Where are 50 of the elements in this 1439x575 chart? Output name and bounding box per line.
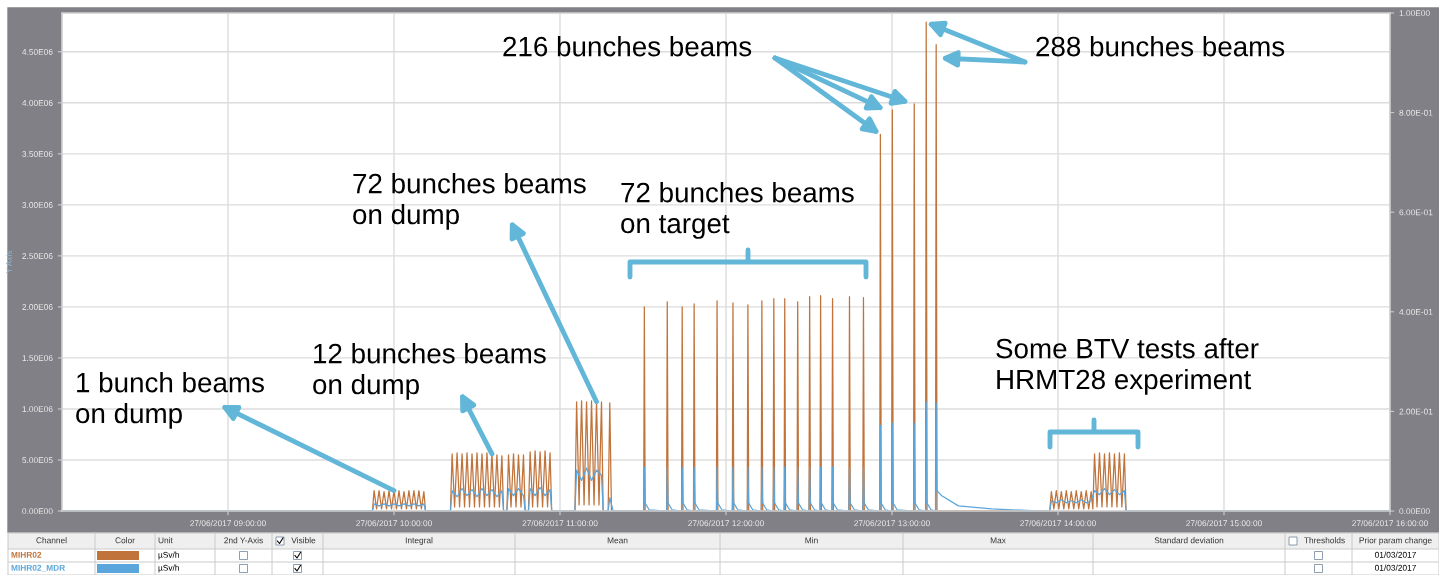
- y-tick-label: 5.00E05: [22, 457, 53, 464]
- text: MIHR02: [11, 551, 42, 558]
- annotation: 72 bunches beams on dump: [353, 173, 586, 230]
- text: 2nd Y-Axis: [224, 537, 263, 544]
- y-tick-label: 2.00E06: [22, 304, 53, 310]
- annotation: 1 bunch beams on dump: [76, 372, 264, 429]
- text: Channel: [36, 537, 67, 544]
- y-tick-label: 2.50E06: [22, 253, 53, 259]
- text: 01/03/2017: [1374, 564, 1416, 571]
- x-tick-label: 27/06/2017 10:00:00: [356, 520, 432, 527]
- text: Prior param change: [1359, 537, 1432, 545]
- annotation: 72 bunches beams on target: [621, 182, 854, 239]
- annotation: 12 bunches beams on dump: [313, 343, 546, 400]
- text: Unit: [158, 537, 173, 544]
- annotation: 216 bunches beams: [503, 36, 752, 57]
- text: Standard deviation: [1154, 537, 1224, 544]
- x-tick-label: 27/06/2017 16:00:00: [1352, 520, 1428, 527]
- x-tick-label: 27/06/2017 11:00:00: [522, 520, 598, 527]
- text: Min: [805, 537, 818, 544]
- x-tick-label: 27/06/2017 15:00:00: [1186, 520, 1262, 527]
- y2-tick-label: 8.00E-01: [1399, 109, 1433, 116]
- y-tick-label: 1.00E06: [22, 406, 53, 413]
- text: Integral: [405, 537, 433, 545]
- x-tick-label: 27/06/2017 09:00:00: [190, 520, 266, 527]
- y2-tick-label: 4.00E-01: [1399, 309, 1433, 315]
- text: 01/03/2017: [1374, 551, 1416, 558]
- text: µSv/h: [158, 564, 179, 573]
- text: µSv/h: [158, 551, 179, 560]
- text: Visible: [291, 537, 316, 544]
- y2-tick-label: 0.00E00: [1399, 508, 1430, 515]
- y-tick-label: 1.50E06: [22, 355, 53, 362]
- text: MIHR02_MDR: [11, 564, 65, 572]
- x-tick-label: 27/06/2017 13:00:00: [854, 520, 930, 527]
- y-tick-label: 4.00E06: [22, 100, 53, 106]
- text: Mean: [607, 537, 628, 544]
- y-tick-label: 3.50E06: [22, 151, 53, 157]
- y2-tick-label: 2.00E-01: [1399, 408, 1433, 415]
- text: Max: [990, 537, 1006, 544]
- y-tick-label: 0.00E00: [22, 508, 53, 515]
- y2-tick-label: 1.00E00: [1399, 10, 1430, 17]
- x-tick-label: 27/06/2017 14:00:00: [1020, 520, 1096, 527]
- annotation: Some BTV tests after HRMT28 experiment: [996, 338, 1259, 395]
- y-axis-title: Y Axis: [5, 250, 12, 274]
- y-tick-label: 4.50E06: [22, 48, 53, 55]
- y-tick-label: 3.00E06: [22, 202, 53, 208]
- annotation: 288 bunches beams: [1036, 36, 1285, 57]
- text: Thresholds: [1304, 537, 1345, 544]
- y2-tick-label: 6.00E-01: [1399, 209, 1433, 216]
- text: Color: [115, 537, 135, 544]
- x-tick-label: 27/06/2017 12:00:00: [688, 520, 764, 527]
